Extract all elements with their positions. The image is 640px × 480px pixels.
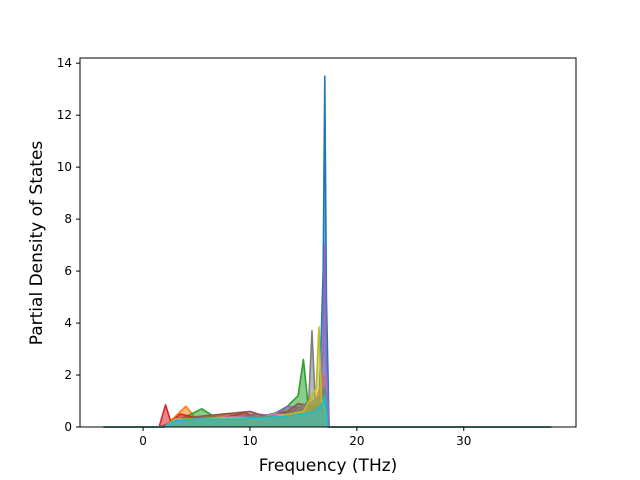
y-tick-label-10: 10 — [57, 160, 72, 174]
x-tick-label-10: 10 — [242, 434, 257, 448]
y-axis-label: Partial Density of States — [27, 141, 47, 346]
y-axis-ticks: 0 2 4 6 8 10 12 14 — [57, 56, 80, 434]
y-tick-label-4: 4 — [64, 316, 72, 330]
series-10-line — [103, 395, 552, 428]
x-tick-label-20: 20 — [349, 434, 364, 448]
y-tick-label-8: 8 — [64, 212, 72, 226]
y-tick-label-12: 12 — [57, 108, 72, 122]
y-tick-label-0: 0 — [64, 420, 72, 434]
plot-frame — [79, 57, 577, 428]
y-tick-label-2: 2 — [64, 368, 72, 382]
x-tick-label-0: 0 — [139, 434, 147, 448]
y-tick-label-6: 6 — [64, 264, 72, 278]
y-tick-label-14: 14 — [57, 56, 72, 70]
series-layer — [103, 75, 552, 428]
x-axis-label: Frequency (THz) — [259, 456, 398, 476]
x-tick-label-30: 30 — [456, 434, 471, 448]
x-axis-ticks: 0 10 20 30 — [139, 427, 471, 448]
